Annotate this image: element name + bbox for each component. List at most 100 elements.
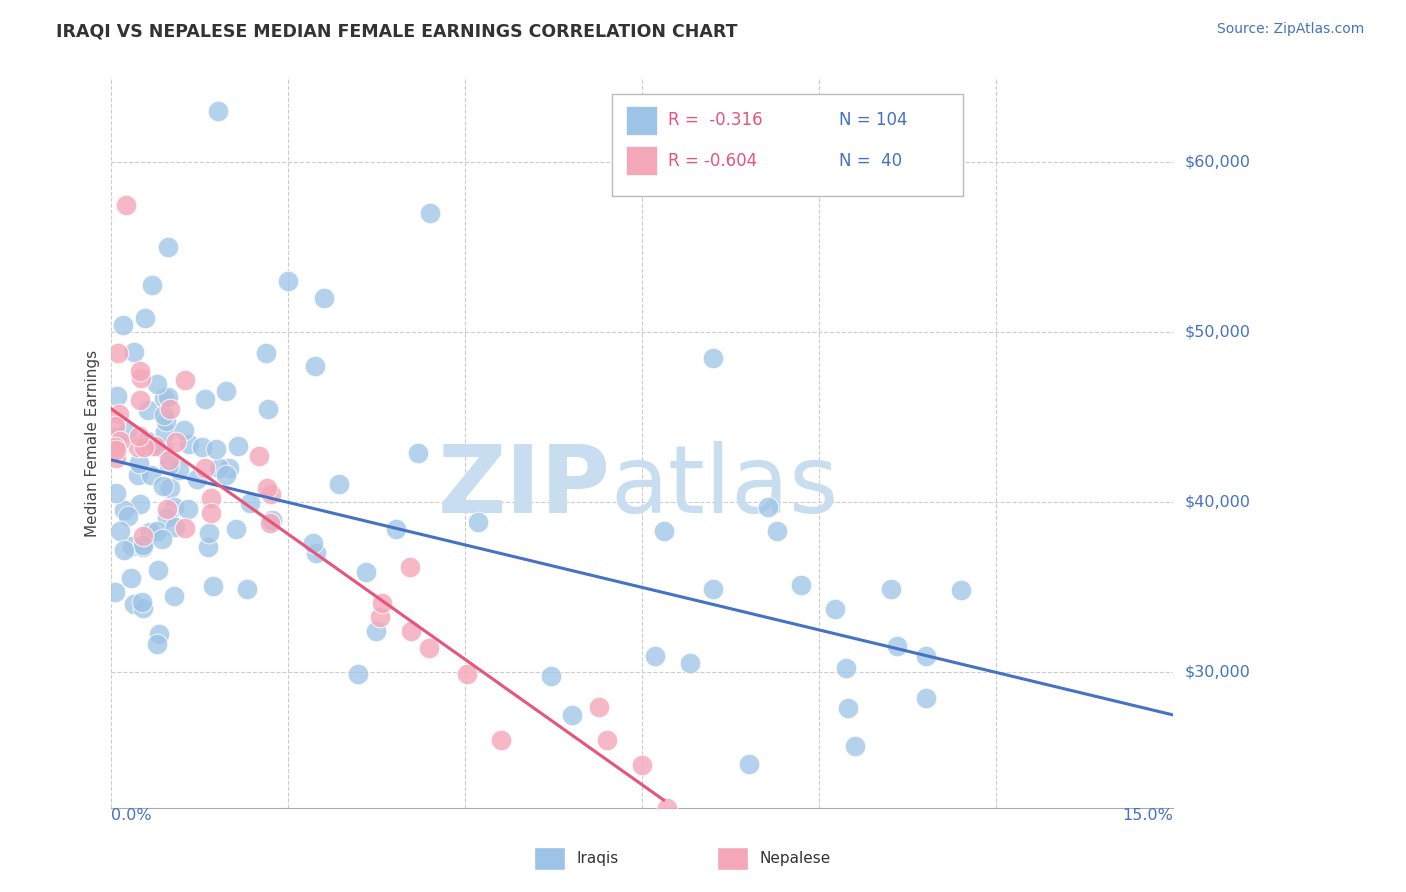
- Point: [398, 559, 420, 574]
- Point: [218, 461, 240, 475]
- Point: [152, 441, 174, 455]
- Point: [136, 434, 159, 449]
- Text: $50,000: $50,000: [1184, 325, 1250, 340]
- Point: [114, 198, 136, 212]
- Point: [105, 485, 128, 500]
- Point: [112, 318, 135, 333]
- Point: [456, 666, 478, 681]
- Point: [173, 423, 195, 437]
- Point: [112, 503, 135, 517]
- Point: [156, 502, 179, 516]
- Point: [256, 481, 278, 495]
- Point: [176, 501, 198, 516]
- Point: [259, 516, 281, 531]
- Point: [104, 440, 127, 454]
- Point: [419, 206, 441, 220]
- Text: 0.0%: 0.0%: [111, 808, 152, 823]
- Point: [143, 440, 166, 454]
- Point: [418, 641, 440, 656]
- Point: [225, 522, 247, 536]
- Point: [304, 546, 326, 560]
- Point: [163, 500, 186, 514]
- Point: [179, 437, 201, 451]
- Point: [844, 739, 866, 753]
- Point: [108, 407, 131, 421]
- Point: [201, 579, 224, 593]
- Point: [949, 582, 972, 597]
- Point: [702, 582, 724, 596]
- Point: [765, 524, 787, 538]
- Point: [138, 403, 160, 417]
- Point: [312, 292, 335, 306]
- Point: [364, 624, 387, 639]
- Point: [105, 389, 128, 403]
- Point: [139, 524, 162, 539]
- Point: [260, 487, 283, 501]
- Point: [215, 384, 238, 398]
- Point: [631, 757, 654, 772]
- Point: [122, 597, 145, 611]
- Point: [134, 440, 156, 454]
- Point: [385, 522, 408, 536]
- Point: [257, 402, 280, 417]
- Text: 15.0%: 15.0%: [1122, 808, 1173, 823]
- Point: [157, 453, 180, 467]
- Point: [886, 639, 908, 653]
- Point: [153, 409, 176, 423]
- Text: IRAQI VS NEPALESE MEDIAN FEMALE EARNINGS CORRELATION CHART: IRAQI VS NEPALESE MEDIAN FEMALE EARNINGS…: [56, 22, 738, 40]
- Point: [152, 391, 174, 405]
- Text: $30,000: $30,000: [1184, 665, 1250, 680]
- Point: [370, 609, 392, 624]
- Point: [104, 443, 127, 458]
- Point: [304, 359, 326, 374]
- Point: [205, 442, 228, 456]
- Point: [371, 596, 394, 610]
- Point: [132, 600, 155, 615]
- Text: atlas: atlas: [610, 441, 839, 533]
- Point: [134, 310, 156, 325]
- Text: ZIP: ZIP: [437, 441, 610, 533]
- Point: [155, 509, 177, 524]
- Point: [128, 364, 150, 378]
- Point: [132, 541, 155, 555]
- Point: [148, 627, 170, 641]
- Point: [194, 461, 217, 475]
- Text: Iraqis: Iraqis: [576, 851, 619, 866]
- Point: [159, 481, 181, 495]
- Point: [104, 585, 127, 599]
- Point: [132, 538, 155, 552]
- Point: [163, 520, 186, 534]
- Point: [260, 512, 283, 526]
- Point: [354, 565, 377, 579]
- Point: [399, 624, 422, 639]
- Y-axis label: Median Female Earnings: Median Female Earnings: [86, 350, 100, 536]
- Point: [155, 414, 177, 428]
- Text: R = -0.604: R = -0.604: [668, 152, 756, 169]
- Point: [198, 526, 221, 541]
- Point: [146, 637, 169, 651]
- Point: [197, 540, 219, 554]
- Point: [328, 477, 350, 491]
- Point: [915, 648, 938, 663]
- Point: [655, 801, 678, 815]
- Point: [139, 468, 162, 483]
- Text: $60,000: $60,000: [1184, 155, 1250, 170]
- Point: [104, 430, 127, 444]
- Point: [249, 449, 271, 463]
- Point: [652, 524, 675, 539]
- Point: [141, 278, 163, 293]
- Point: [208, 460, 231, 475]
- Point: [588, 700, 610, 714]
- Point: [112, 543, 135, 558]
- Text: $40,000: $40,000: [1184, 495, 1250, 510]
- Point: [117, 509, 139, 524]
- Point: [104, 451, 127, 466]
- Point: [790, 577, 813, 591]
- Point: [115, 425, 138, 439]
- Point: [200, 491, 222, 506]
- Point: [108, 524, 131, 538]
- Point: [128, 393, 150, 408]
- Text: N = 104: N = 104: [839, 112, 908, 129]
- Point: [152, 479, 174, 493]
- Point: [132, 529, 155, 543]
